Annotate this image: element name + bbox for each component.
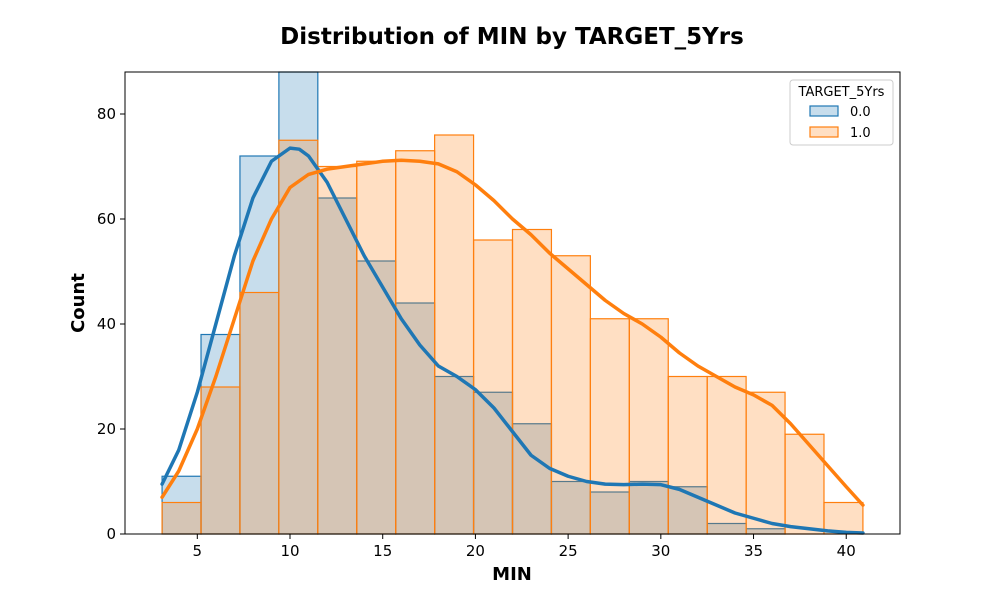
x-tick-label: 10 [280, 542, 299, 560]
y-tick-label: 0 [106, 525, 116, 543]
x-tick-label: 20 [466, 542, 485, 560]
x-axis: 5 10 15 20 25 30 35 40 [193, 534, 856, 560]
x-tick-label: 35 [744, 542, 763, 560]
x-tick-label: 30 [651, 542, 670, 560]
legend-label-0: 0.0 [850, 105, 871, 120]
y-tick-label: 20 [97, 420, 116, 438]
legend-swatch-1 [809, 126, 839, 138]
legend-swatch-0 [809, 105, 839, 117]
kde-line-1.0 [160, 158, 865, 507]
legend: TARGET_5Yrs 0.0 1.0 [789, 79, 894, 146]
x-axis-label: MIN [492, 564, 532, 585]
plot-area [160, 71, 865, 535]
legend-label-1: 1.0 [850, 126, 871, 141]
x-tick-label: 25 [559, 542, 578, 560]
chart-title: Distribution of MIN by TARGET_5Yrs [280, 24, 744, 50]
plot-frame [124, 71, 901, 535]
y-tick-label: 40 [97, 315, 116, 333]
kde-line-0.0 [160, 146, 865, 535]
y-axis: 0 20 40 60 80 [97, 105, 125, 543]
y-axis-label: Count [68, 273, 89, 333]
legend-box [789, 79, 894, 146]
x-tick-label: 15 [373, 542, 392, 560]
legend-title: TARGET_5Yrs [798, 85, 885, 100]
y-tick-label: 60 [97, 210, 116, 228]
x-tick-label: 5 [193, 542, 203, 560]
hist-area-0.0 [162, 72, 863, 534]
x-tick-label: 40 [837, 542, 856, 560]
y-tick-label: 80 [97, 105, 116, 123]
